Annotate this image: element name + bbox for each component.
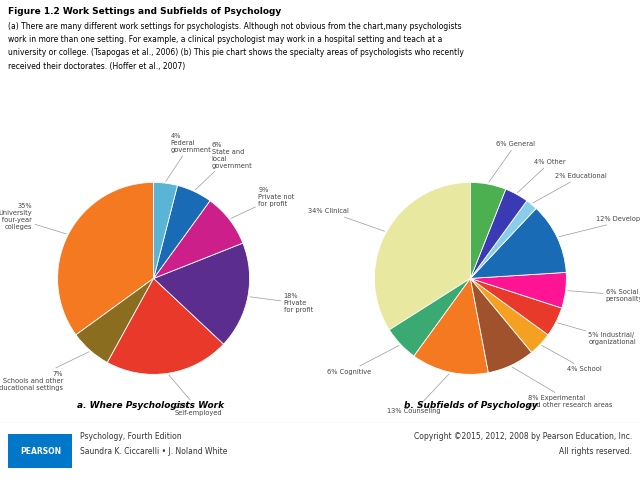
Wedge shape bbox=[470, 278, 548, 352]
Text: 34% Clinical: 34% Clinical bbox=[308, 208, 385, 231]
Text: Figure 1.2 Work Settings and Subfields of Psychology: Figure 1.2 Work Settings and Subfields o… bbox=[8, 7, 282, 16]
Text: a. Where Psychologists Work: a. Where Psychologists Work bbox=[77, 401, 224, 410]
Text: received their doctorates. (Hoffer et al., 2007): received their doctorates. (Hoffer et al… bbox=[8, 62, 186, 71]
Wedge shape bbox=[76, 278, 154, 362]
Text: 12% Developmental: 12% Developmental bbox=[559, 216, 640, 237]
Text: 6% Social and
personality: 6% Social and personality bbox=[568, 289, 640, 302]
Text: 6%
State and
local
government: 6% State and local government bbox=[195, 142, 252, 190]
Wedge shape bbox=[470, 189, 527, 278]
Wedge shape bbox=[154, 201, 243, 278]
Text: Saundra K. Ciccarelli • J. Noland White: Saundra K. Ciccarelli • J. Noland White bbox=[80, 447, 227, 456]
Text: 8% Experimental
and other research areas: 8% Experimental and other research areas bbox=[512, 367, 613, 408]
Text: All rights reserved.: All rights reserved. bbox=[559, 447, 632, 456]
Wedge shape bbox=[414, 278, 488, 374]
Text: 5% Industrial/
organizational: 5% Industrial/ organizational bbox=[557, 323, 636, 345]
Wedge shape bbox=[470, 272, 566, 308]
Wedge shape bbox=[374, 182, 470, 330]
Text: 6% Cognitive: 6% Cognitive bbox=[327, 346, 399, 375]
Text: (a) There are many different work settings for psychologists. Although not obvio: (a) There are many different work settin… bbox=[8, 22, 462, 31]
Text: Psychology, Fourth Edition: Psychology, Fourth Edition bbox=[80, 432, 182, 441]
Wedge shape bbox=[58, 182, 154, 335]
Text: 13% Counseling: 13% Counseling bbox=[387, 374, 449, 414]
Text: 18%
Private
for profit: 18% Private for profit bbox=[250, 293, 313, 313]
Text: 4%
Federal
government: 4% Federal government bbox=[166, 133, 211, 181]
Text: work in more than one setting. For example, a clinical psychologist may work in : work in more than one setting. For examp… bbox=[8, 35, 443, 44]
Text: Copyright ©2015, 2012, 2008 by Pearson Education, Inc.: Copyright ©2015, 2012, 2008 by Pearson E… bbox=[414, 432, 632, 441]
Wedge shape bbox=[470, 182, 506, 278]
Wedge shape bbox=[108, 278, 223, 374]
Text: 7%
Schools and other
educational settings: 7% Schools and other educational setting… bbox=[0, 352, 89, 391]
Text: 35%
University
and four-year
colleges: 35% University and four-year colleges bbox=[0, 203, 67, 234]
Text: 21%
Self-employed: 21% Self-employed bbox=[169, 375, 222, 416]
Text: 4% School: 4% School bbox=[542, 346, 602, 372]
Text: university or college. (Tsapogas et al., 2006) (b) This pie chart shows the spec: university or college. (Tsapogas et al.,… bbox=[8, 48, 464, 58]
Wedge shape bbox=[389, 278, 470, 356]
Text: PEARSON: PEARSON bbox=[20, 447, 61, 456]
Text: 2% Educational: 2% Educational bbox=[533, 173, 607, 203]
Text: 9%
Private not
for profit: 9% Private not for profit bbox=[231, 187, 294, 218]
Wedge shape bbox=[154, 185, 210, 278]
Wedge shape bbox=[154, 243, 250, 344]
Wedge shape bbox=[470, 278, 532, 372]
Wedge shape bbox=[470, 208, 566, 278]
Text: 4% Other: 4% Other bbox=[518, 159, 566, 192]
Wedge shape bbox=[470, 201, 536, 278]
Text: b. Subfields of Psychology: b. Subfields of Psychology bbox=[404, 401, 537, 410]
Wedge shape bbox=[154, 182, 177, 278]
Wedge shape bbox=[470, 278, 562, 335]
Text: 6% General: 6% General bbox=[489, 142, 535, 182]
